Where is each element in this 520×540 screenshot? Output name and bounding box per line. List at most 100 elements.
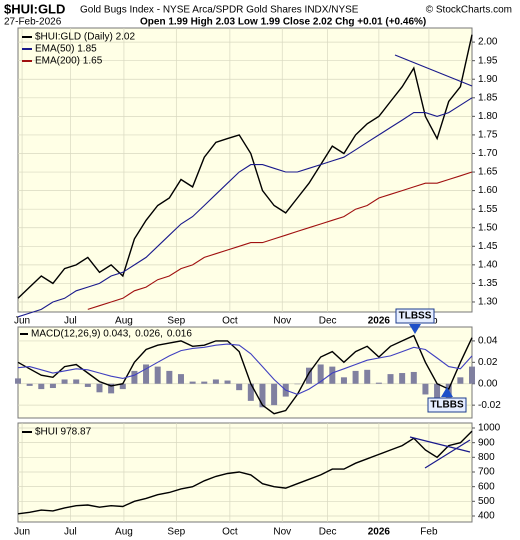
- annotation-arrow: [409, 324, 421, 334]
- histogram-bar: [131, 370, 138, 384]
- annotation-label: TLBBS: [430, 400, 464, 411]
- histogram-bar: [364, 369, 371, 384]
- histogram-bar: [352, 370, 359, 384]
- y-tick-label: -0.02: [478, 400, 501, 411]
- y-tick-label: 1.85: [478, 92, 498, 103]
- y-tick-label: 1.95: [478, 55, 498, 66]
- histogram-bar: [119, 383, 126, 390]
- annotation-box: [395, 308, 435, 324]
- x-tick-label: Sep: [167, 527, 185, 538]
- line-series: [87, 171, 473, 310]
- histogram-bar: [154, 366, 161, 384]
- histogram-bar: [434, 383, 441, 401]
- x-tick-label: Oct: [222, 527, 238, 538]
- legend-label: 0.016: [167, 329, 192, 340]
- histogram-bar: [96, 383, 103, 393]
- plot-area: [17, 326, 473, 419]
- histogram-bar: [259, 383, 266, 408]
- x-tick-label: Nov: [273, 527, 291, 538]
- histogram-bar: [189, 381, 196, 384]
- annotation-arrow: [441, 387, 453, 397]
- y-tick-label: 1.75: [478, 130, 498, 141]
- legend-label: MACD(12,26,9) 0.043,: [31, 329, 131, 340]
- legend-label: $HUI:GLD (Daily) 2.02: [35, 32, 135, 43]
- histogram-bar: [422, 383, 429, 395]
- y-tick-label: 1.90: [478, 74, 498, 85]
- x-tick-label: Jul: [64, 527, 77, 538]
- y-tick-label: 2.00: [478, 37, 498, 48]
- x-tick-label: Dec: [319, 527, 337, 538]
- histogram-bar: [247, 383, 254, 401]
- histogram-bar: [224, 380, 231, 384]
- y-tick-label: 1.55: [478, 204, 498, 215]
- y-tick-label: 800: [478, 452, 495, 463]
- y-tick-label: 1.35: [478, 278, 498, 289]
- x-tick-label: Nov: [273, 316, 291, 327]
- histogram-bar: [271, 383, 278, 406]
- trendline: [394, 54, 473, 87]
- histogram-bar: [26, 383, 33, 386]
- symbol: $HUI:GLD: [4, 1, 65, 16]
- histogram-bar: [410, 371, 417, 384]
- histogram-bar: [73, 379, 80, 384]
- y-tick-label: 1.60: [478, 185, 498, 196]
- annotation: TLBBS: [427, 387, 467, 413]
- y-tick-label: 1.30: [478, 297, 498, 308]
- histogram-bar: [387, 374, 394, 384]
- x-tick-label: Feb: [420, 527, 438, 538]
- y-tick-label: 600: [478, 481, 495, 492]
- ohlc: Open 1.99 High 2.03 Low 1.99 Close 2.02 …: [140, 17, 426, 28]
- line-series: [17, 97, 473, 318]
- description: Gold Bugs Index - NYSE Arca/SPDR Gold Sh…: [80, 5, 359, 16]
- histogram-bar: [108, 383, 115, 394]
- plot-area: [17, 422, 473, 523]
- legend-label: EMA(50) 1.85: [35, 44, 97, 55]
- panel: -0.02 0.00 0.02 0.04 MACD(12,26,9) 0.043, 0.0…: [15, 326, 501, 419]
- x-tick-label: Dec: [319, 316, 337, 327]
- panel: 1.30 1.35 1.40 1.45 1.50 1.55 1.60 1.65 1.70 1.75…: [14, 27, 498, 327]
- trendline: [409, 436, 471, 453]
- x-tick-label: Sep: [167, 316, 185, 327]
- legend-label: 0.026,: [135, 329, 163, 340]
- histogram-bar: [201, 381, 208, 384]
- histogram-bar: [306, 367, 313, 384]
- histogram-bar: [177, 374, 184, 384]
- trendlines: [394, 54, 473, 469]
- y-tick-label: 1.80: [478, 111, 498, 122]
- date: 27-Feb-2026: [4, 17, 62, 28]
- histogram-bar: [399, 373, 406, 384]
- histogram-bar: [236, 383, 243, 391]
- y-tick-label: 0.04: [478, 336, 498, 347]
- histogram-bar: [212, 379, 219, 384]
- histogram-bar: [340, 377, 347, 384]
- y-tick-label: 1.50: [478, 222, 498, 233]
- x-tick-label: Aug: [115, 316, 133, 327]
- legend-label: EMA(200) 1.65: [35, 56, 103, 67]
- y-tick-label: 1.45: [478, 241, 498, 252]
- histogram-bar: [317, 364, 324, 384]
- panels: 1.30 1.35 1.40 1.45 1.50 1.55 1.60 1.65 1.70 1.75…: [14, 27, 501, 538]
- histogram-bar: [457, 377, 464, 384]
- line-series: [17, 34, 473, 299]
- histogram-bar: [15, 378, 21, 384]
- y-tick-label: 1.65: [478, 167, 498, 178]
- trendline: [424, 439, 471, 469]
- y-tick-label: 900: [478, 437, 495, 448]
- line-series: [17, 343, 473, 395]
- y-tick-label: 1.40: [478, 259, 498, 270]
- annotation-label: TLBSS: [399, 311, 432, 322]
- histogram-bar: [38, 383, 45, 390]
- x-tick-label: 2026: [368, 316, 391, 327]
- y-tick-label: 1000: [478, 423, 501, 434]
- histogram-bar: [143, 364, 150, 384]
- y-tick-label: 700: [478, 467, 495, 478]
- panel: 400 500 600 700 800 900 1000 Jun Jul Aug Sep Oct Nov…: [14, 422, 501, 538]
- x-tick-label: Jul: [64, 316, 77, 327]
- histogram-bar: [49, 383, 56, 389]
- histogram-bar: [61, 379, 68, 384]
- source: © StockCharts.com: [426, 5, 512, 16]
- y-tick-label: 400: [478, 511, 495, 522]
- x-tick-label: Oct: [222, 316, 238, 327]
- histogram-bar: [469, 366, 475, 384]
